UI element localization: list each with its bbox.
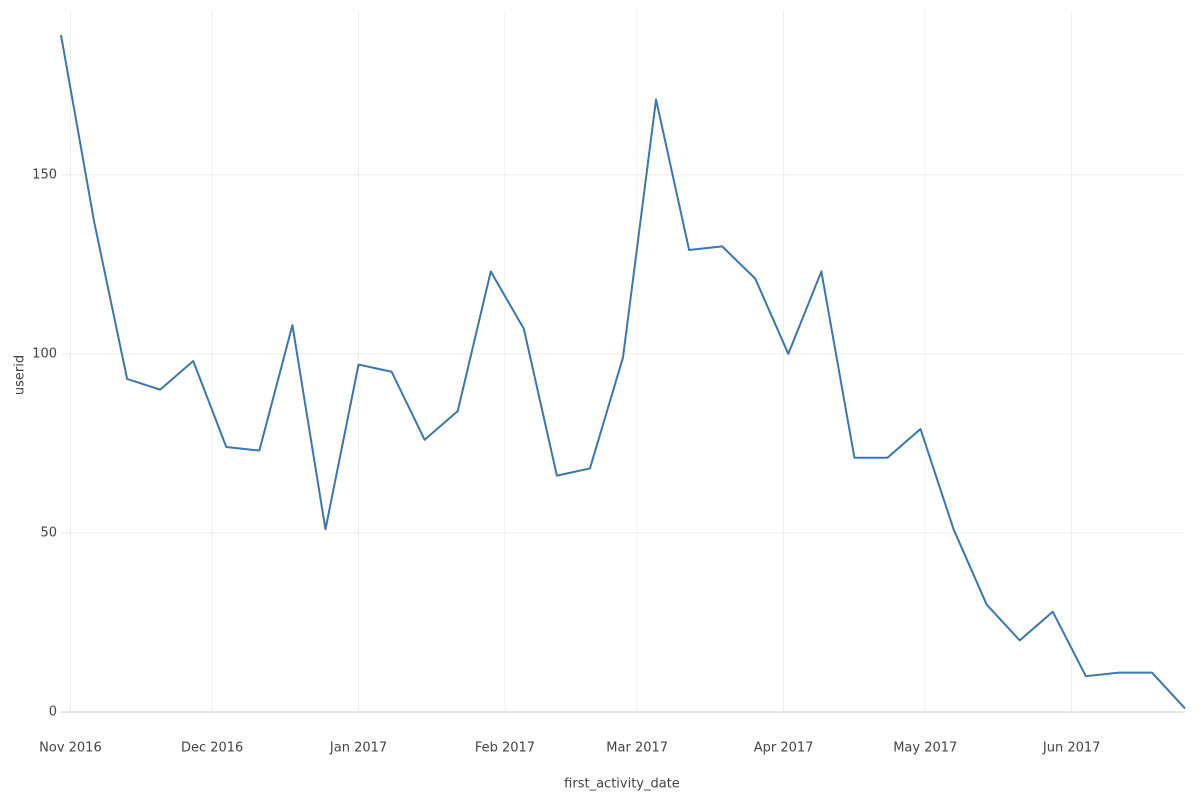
- x-axis-title: first_activity_date: [564, 777, 680, 792]
- y-axis-title: userid: [13, 355, 28, 395]
- x-tick-label: Jan 2017: [329, 741, 387, 756]
- x-tick-label: May 2017: [893, 741, 957, 756]
- y-tick-label: 0: [49, 705, 57, 720]
- x-tick-label: Dec 2016: [181, 741, 243, 756]
- x-tick-label: Mar 2017: [606, 741, 668, 756]
- x-tick-label: Apr 2017: [754, 741, 814, 756]
- x-tick-label: Feb 2017: [475, 741, 535, 756]
- y-tick-label: 100: [32, 346, 57, 361]
- y-tick-label: 150: [32, 167, 57, 182]
- data-line: [60, 34, 1186, 710]
- y-tick-label: 50: [40, 525, 57, 540]
- x-tick-label: Nov 2016: [39, 741, 102, 756]
- x-tick-label: Jun 2017: [1042, 741, 1101, 756]
